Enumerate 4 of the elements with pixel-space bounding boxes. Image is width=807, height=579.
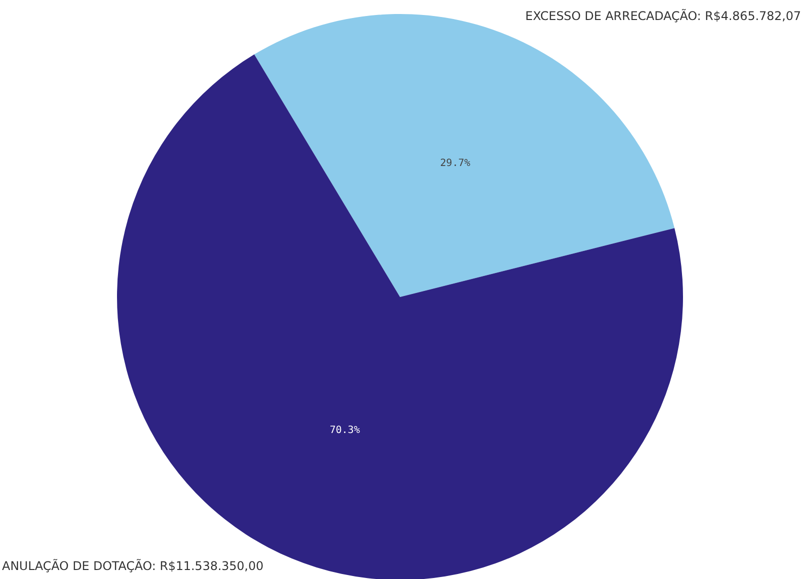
slice-label: ANULAÇÃO DE DOTAÇÃO: R$11.538.350,00 — [2, 558, 264, 573]
slice-label: EXCESSO DE ARRECADAÇÃO: R$4.865.782,07 — [525, 8, 801, 23]
data-label: 70.3% — [330, 425, 360, 436]
data-label: 29.7% — [440, 158, 470, 169]
